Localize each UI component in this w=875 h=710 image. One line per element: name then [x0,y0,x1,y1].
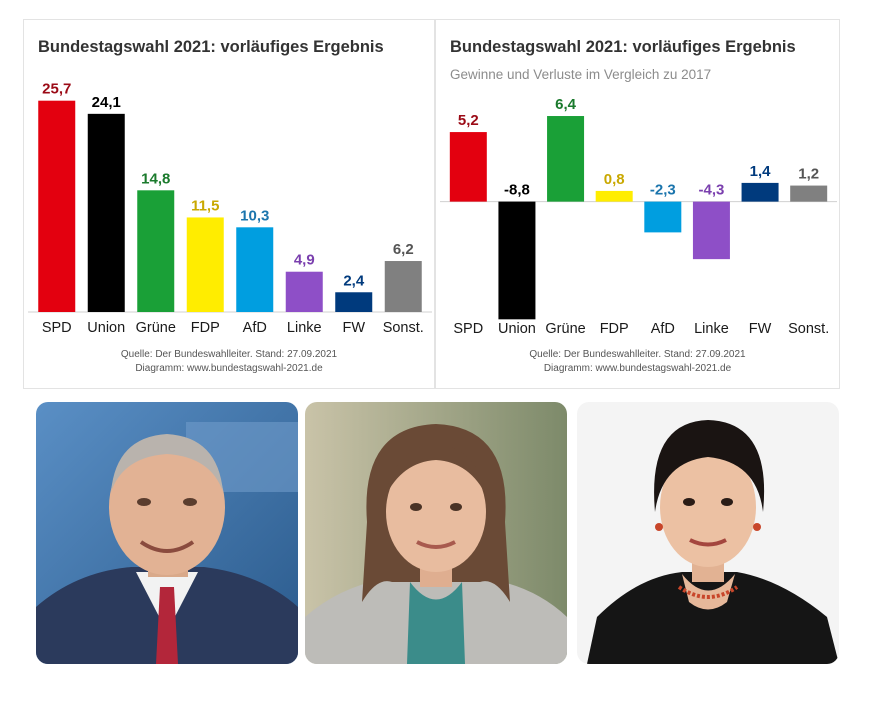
source-line: Diagramm: www.bundestagswahl-2021.de [135,363,323,374]
category-label: SPD [453,321,483,337]
category-label: Linke [694,321,729,337]
chart-title: Bundestagswahl 2021: vorläufiges Ergebni… [38,38,384,56]
chart-panel-results: Bundestagswahl 2021: vorläufiges Ergebni… [23,19,435,389]
bar-afd [644,201,682,233]
category-label: Linke [287,320,322,336]
category-label: SPD [42,320,72,336]
bar-sonst [384,261,422,312]
value-label: -4,3 [699,182,725,199]
bar-linke [285,271,323,312]
chart-panel-changes: Bundestagswahl 2021: vorläufiges Ergebni… [435,19,840,389]
category-label: Grüne [545,321,585,337]
category-label: Sonst. [788,321,829,337]
results-bar-chart: 25,7 SPD 24,1 Union 14,8 Grüne 11,5 FDP 10,3 AfD 4… [28,81,432,336]
source-line: Quelle: Der Bundeswahlleiter. Stand: 27.… [120,349,338,360]
value-label: 14,8 [141,170,170,187]
bar-spd [38,100,76,312]
bar-fw [335,292,373,312]
category-label: FDP [191,320,220,336]
bar-spd [449,132,487,202]
value-label: 25,7 [42,81,71,98]
portrait-man-icon [36,402,298,664]
value-label: 11,5 [191,197,219,214]
category-label: FDP [600,321,629,337]
value-label: 1,2 [798,166,819,183]
category-label: AfD [243,320,267,336]
bar-union [87,113,125,312]
portrait-photo-2 [305,402,567,664]
value-label: 4,9 [294,252,315,269]
chart-source: Quelle: Der Bundeswahlleiter. Stand: 27.… [436,348,839,376]
category-label: FW [342,320,365,336]
bar-fw [741,182,779,202]
value-label: 2,4 [343,272,365,289]
changes-bar-chart: 5,2 SPD -8,8 Union 6,4 Grüne 0,8 FDP -2,3 AfD -4,3… [440,96,837,337]
bar-fdp [186,217,224,312]
bar-grne [547,116,585,202]
value-label: 24,1 [92,94,121,111]
category-label: Sonst. [383,320,424,336]
value-label: 0,8 [604,171,625,188]
category-label: Union [498,321,536,337]
chart-title: Bundestagswahl 2021: vorläufiges Ergebni… [450,38,796,56]
bar-sonst [790,185,828,202]
bar-union [498,201,536,320]
bar-grne [137,190,175,312]
category-label: Grüne [136,320,176,336]
chart-subtitle: Gewinne und Verluste im Vergleich zu 201… [450,67,712,82]
category-label: AfD [651,321,675,337]
portrait-photo-3 [577,402,839,664]
chart-source: Quelle: Der Bundeswahlleiter. Stand: 27.… [24,348,434,376]
value-label: 6,4 [555,96,577,113]
bar-linke [692,201,730,260]
value-label: 5,2 [458,112,479,129]
value-label: -2,3 [650,182,676,199]
source-line: Quelle: Der Bundeswahlleiter. Stand: 27.… [529,349,746,360]
source-line: Diagramm: www.bundestagswahl-2021.de [543,363,732,374]
value-label: -8,8 [504,182,530,199]
value-label: 1,4 [750,163,772,180]
portrait-photo-1 [36,402,298,664]
portrait-woman-icon [577,402,839,664]
value-label: 10,3 [240,207,269,224]
portrait-woman-icon [305,402,567,664]
bar-fdp [595,190,633,202]
category-label: Union [87,320,125,336]
value-label: 6,2 [393,241,414,258]
bar-afd [236,227,274,312]
category-label: FW [749,321,772,337]
